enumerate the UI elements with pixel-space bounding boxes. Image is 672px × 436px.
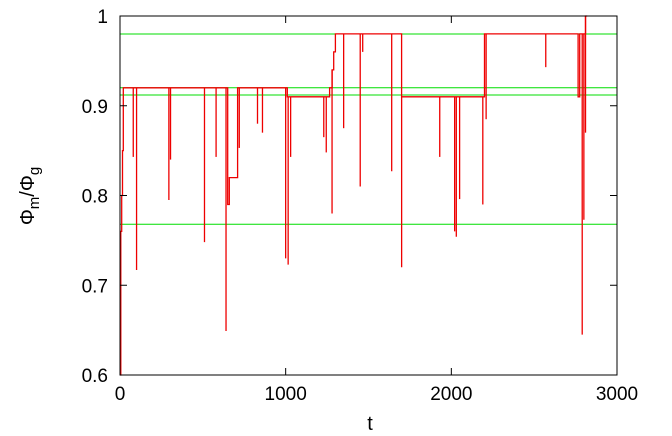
x-tick-label-0: 0: [115, 384, 126, 405]
series-group: [120, 15, 588, 376]
y-axis-label-slash: /: [17, 191, 39, 197]
y-tick-label-1: 0.7: [82, 276, 108, 297]
y-axis-label: Φm/Φg: [17, 167, 43, 225]
y-tick-label-4: 1: [97, 7, 108, 28]
y-tick-label-0: 0.6: [82, 366, 108, 387]
y-axis-label-sub-m: m: [26, 197, 43, 210]
x-axis-label: t: [367, 413, 373, 435]
y-axis-label-main: Φ: [17, 209, 39, 225]
x-tick-label-2: 2000: [430, 384, 472, 405]
x-tick-label-1: 1000: [265, 384, 307, 405]
plot-area: 0 1000 2000 3000 0.6 0.7 0.8 0.9 1: [82, 7, 639, 405]
y-tick-label-2: 0.8: [82, 187, 108, 208]
y-axis-label-sub-g: g: [26, 167, 43, 175]
ticks: 0 1000 2000 3000 0.6 0.7 0.8 0.9 1: [82, 7, 639, 405]
x-tick-label-3: 3000: [596, 384, 638, 405]
y-tick-label-3: 0.9: [82, 97, 108, 118]
y-axis-label-main-2: Φ: [17, 175, 39, 191]
reference-lines: [120, 33, 617, 225]
series-line-0: [120, 15, 588, 376]
plot-frame: [119, 15, 618, 376]
